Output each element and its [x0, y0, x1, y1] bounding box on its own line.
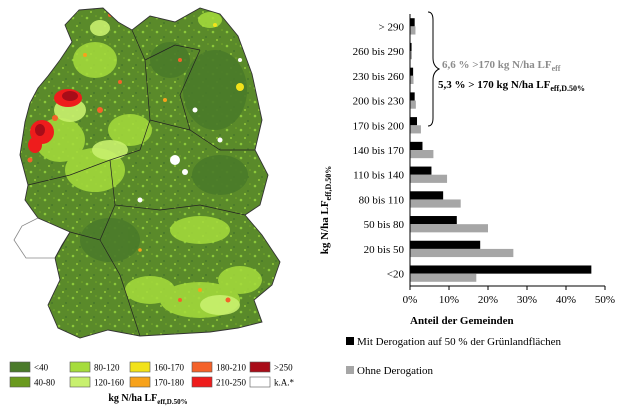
y-axis-title: kg N/ha LFeff,D.50% [319, 166, 333, 254]
chart-panel: <20 20 bis 50 50 bis 80 80 bis 110 110 bis 1… [300, 0, 630, 409]
legend-label: 80-120 [94, 363, 120, 373]
bar-mit-derogation [410, 166, 432, 175]
bar-ohne-derogation [410, 174, 448, 183]
x-axis-title: Anteil der Gemeinden [410, 315, 514, 327]
y-tick-label: 230 bis 260 [353, 71, 405, 83]
bar-mit-derogation [410, 18, 415, 27]
x-tick-label: 40% [556, 294, 576, 306]
legend-label: 40-80 [34, 378, 55, 388]
legend-label: 120-160 [94, 378, 124, 388]
annotation-ohne: 6,6 % >170 kg N/ha LFeff [442, 59, 561, 73]
x-tick-label: 20% [478, 294, 498, 306]
x-tick-label: 50% [595, 294, 615, 306]
legend-swatch [129, 361, 151, 373]
y-tick-labels: <20 20 bis 50 50 bis 80 80 bis 110 110 bis 1… [353, 21, 405, 280]
y-tick-label: 140 bis 170 [353, 145, 405, 157]
legend-label-mit: Mit Derogation auf 50 % der Grünlandfläc… [357, 336, 562, 348]
legend-label: 160-170 [154, 363, 184, 373]
bar-mit-derogation [410, 191, 444, 200]
bar-ohne-derogation [410, 51, 412, 60]
y-tick-label: <20 [387, 269, 405, 281]
map-panel: <40 80-120 160-170 180-210 >250 40-80 120-160 1… [0, 0, 300, 409]
x-tick-labels: 0% 10% 20% 30% 40% 50% [403, 286, 615, 306]
legend-label: k.A.* [274, 378, 294, 388]
y-tick-label: 50 bis 80 [364, 219, 405, 231]
legend-title: kg N/ha LFeff,D.50% [108, 393, 187, 406]
bar-ohne-derogation [410, 75, 414, 84]
bar-ohne-derogation [410, 199, 461, 208]
bar-mit-derogation [410, 67, 414, 76]
legend-label: 170-180 [154, 378, 184, 388]
bar-ohne-derogation [410, 100, 416, 109]
y-tick-label: 20 bis 50 [364, 244, 405, 256]
legend-swatch [249, 376, 271, 388]
bar-ohne-derogation [410, 150, 434, 159]
y-tick-label: > 290 [379, 21, 405, 33]
bar-ohne-derogation [410, 273, 477, 282]
bar-mit-derogation [410, 265, 592, 274]
legend-swatch-ohne [346, 366, 354, 374]
bar-ohne-derogation [410, 224, 488, 233]
y-tick-label: 260 bis 290 [353, 46, 405, 58]
x-tick-label: 10% [439, 294, 459, 306]
x-tick-label: 0% [403, 294, 418, 306]
bar-chart: <20 20 bis 50 50 bis 80 80 bis 110 110 bis 1… [319, 11, 615, 377]
legend-label: <40 [34, 363, 49, 373]
legend-label-ohne: Ohne Derogation [357, 365, 434, 377]
legend-swatch [69, 376, 91, 388]
legend-label: 180-210 [216, 363, 246, 373]
neighbor-border [13, 217, 55, 259]
legend-swatch [9, 376, 31, 388]
y-tick-label: 110 bis 140 [353, 170, 404, 182]
annotation-mit: 5,3 % > 170 kg N/ha LFeff,D.50% [438, 79, 585, 93]
y-tick-label: 200 bis 230 [353, 96, 405, 108]
x-tick-label: 30% [517, 294, 537, 306]
bar-ohne-derogation [410, 125, 421, 134]
bars-group [410, 18, 592, 282]
y-tick-label: 80 bis 110 [359, 194, 405, 206]
legend-swatch-mit [346, 337, 354, 345]
legend-swatch [9, 361, 31, 373]
legend-swatch [69, 361, 91, 373]
bar-mit-derogation [410, 92, 415, 101]
bar-ohne-derogation [410, 248, 514, 258]
legend-swatch [249, 361, 271, 373]
legend-swatch [191, 376, 213, 388]
legend-swatch [191, 361, 213, 373]
map-svg: <40 80-120 160-170 180-210 >250 40-80 120-160 1… [9, 7, 294, 406]
bracket [427, 11, 441, 127]
bar-mit-derogation [410, 240, 481, 249]
bar-ohne-derogation [410, 26, 416, 35]
legend-swatch [129, 376, 151, 388]
germany-map [20, 8, 280, 338]
bar-mit-derogation [410, 117, 418, 126]
bar-mit-derogation [410, 141, 423, 150]
bar-mit-derogation [410, 216, 457, 225]
legend-label: >250 [274, 363, 293, 373]
map-legend: <40 80-120 160-170 180-210 >250 40-80 120-160 1… [9, 361, 294, 388]
legend-label: 210-250 [216, 378, 246, 388]
y-tick-label: 170 bis 200 [353, 120, 405, 132]
bar-mit-derogation [410, 42, 412, 52]
germany-outline [19, 7, 281, 339]
